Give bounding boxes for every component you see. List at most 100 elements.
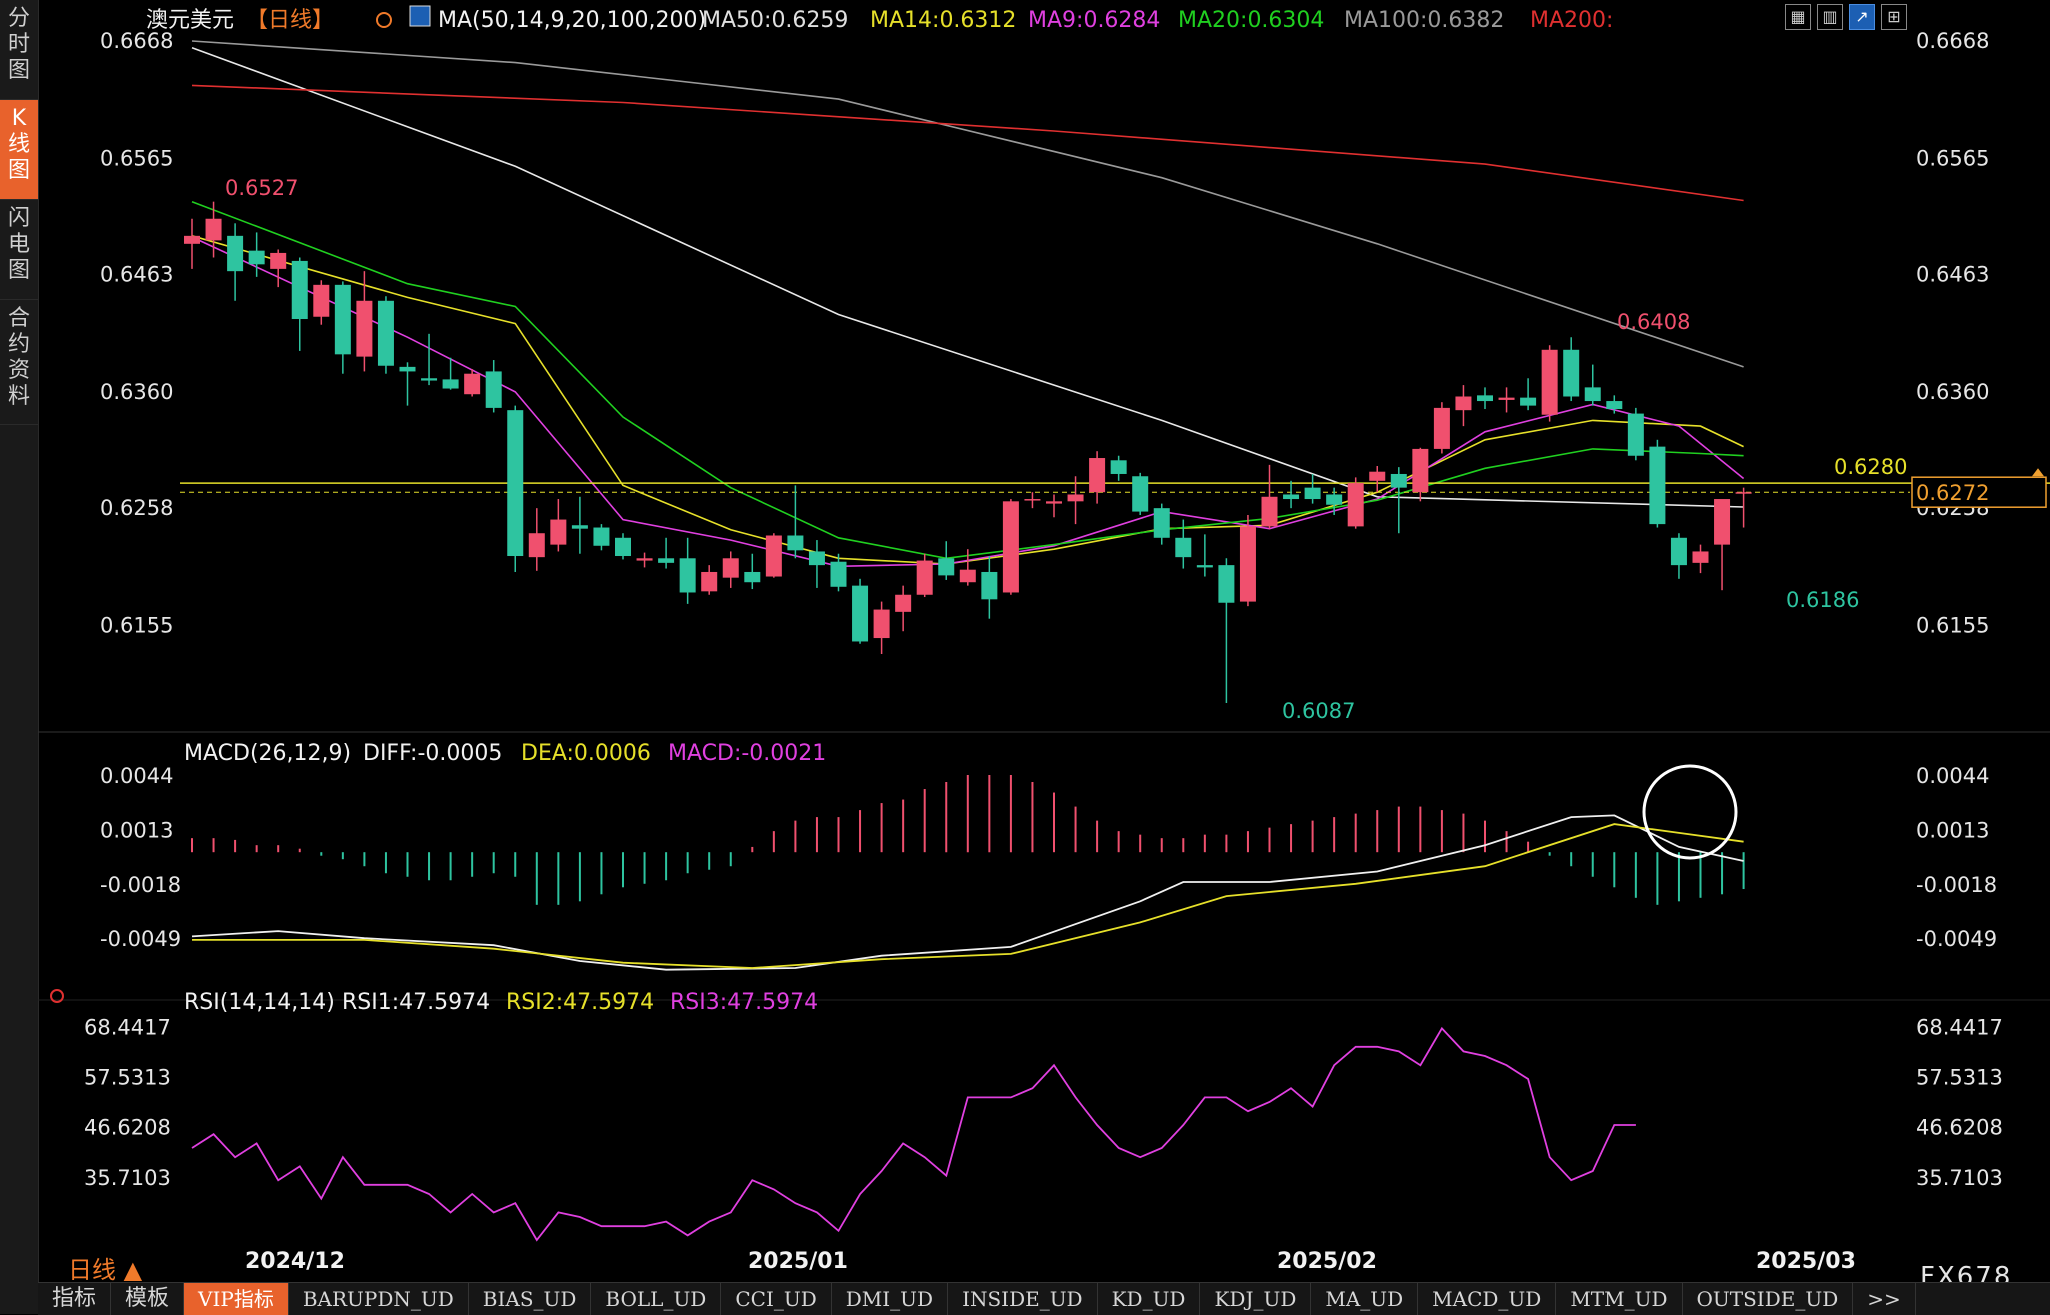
macd-diff-line xyxy=(191,814,1744,971)
line-icon[interactable]: ↗ xyxy=(1849,4,1875,30)
low-annotation-2: 0.6186 xyxy=(1786,588,1859,612)
indicator-tab-2[interactable]: VIP指标 xyxy=(184,1283,289,1315)
period-label[interactable]: 日线 ▲ xyxy=(68,1256,143,1284)
indicator-tab-8[interactable]: INSIDE_UD xyxy=(948,1283,1098,1315)
date-label: 2025/02 xyxy=(1277,1249,1377,1274)
candle-body xyxy=(1369,471,1386,481)
candle-body xyxy=(334,284,351,355)
candle-body xyxy=(1670,537,1687,566)
candle-body xyxy=(1326,494,1343,505)
price-tick-right: 0.6463 xyxy=(1916,263,1989,287)
current-price-marker xyxy=(2032,468,2044,477)
indicator-tab-15[interactable]: >> xyxy=(1853,1283,1916,1315)
price-tick-left: 0.6155 xyxy=(100,614,173,638)
indicator-tab-7[interactable]: DMI_UD xyxy=(832,1283,949,1315)
price-tick-right: 0.6668 xyxy=(1916,29,1989,53)
chart-icon[interactable]: ▥ xyxy=(1817,4,1843,30)
low-annotation-1: 0.6087 xyxy=(1282,699,1355,723)
candle-body xyxy=(464,373,481,395)
macd-dea-line xyxy=(192,823,1744,969)
candle-body xyxy=(895,594,912,612)
tab-timeshare[interactable]: 分时图 xyxy=(0,0,38,100)
current-price-box xyxy=(1911,476,2047,508)
symbol-title: 澳元美元 xyxy=(146,8,234,33)
indicator-tab-13[interactable]: MTM_UD xyxy=(1556,1283,1683,1315)
macd-diff: DIFF:-0.0005 xyxy=(363,741,502,766)
rsi-tick-right: 35.7103 xyxy=(1916,1166,2003,1190)
candle-body xyxy=(442,379,459,389)
candle-body xyxy=(227,235,244,272)
price-tick-left: 0.6360 xyxy=(100,380,173,404)
ma-value-3: MA20:0.6304 xyxy=(1178,8,1324,33)
candle-body xyxy=(485,371,502,408)
candle-body xyxy=(205,218,222,241)
rsi-tick-left: 57.5313 xyxy=(84,1066,171,1090)
date-label: 2025/03 xyxy=(1756,1249,1856,1274)
candle-body xyxy=(873,609,890,639)
indicator-tab-1[interactable]: 模板 xyxy=(111,1283,185,1315)
candle-body xyxy=(615,537,631,557)
price-tick-left: 0.6668 xyxy=(100,29,173,53)
rsi-params: RSI(14,14,14) xyxy=(184,990,335,1015)
grid-icon[interactable]: ▦ xyxy=(1785,4,1811,30)
indicator-tab-4[interactable]: BIAS_UD xyxy=(469,1283,592,1315)
ma-value-5: MA200: xyxy=(1530,8,1613,33)
indicator-tab-3[interactable]: BARUPDN_UD xyxy=(289,1283,469,1315)
current-price-label: 0.6272 xyxy=(1916,481,1989,505)
candle-body xyxy=(765,535,782,577)
ma-indicator-icon xyxy=(409,5,431,27)
indicator-tab-9[interactable]: KD_UD xyxy=(1098,1283,1201,1315)
candle-body xyxy=(658,558,675,563)
candle-body xyxy=(507,410,524,557)
rsi-tick-left: 35.7103 xyxy=(84,1166,171,1190)
candle-body xyxy=(1477,395,1493,402)
candle-body xyxy=(1627,413,1644,456)
candle-body xyxy=(1089,458,1106,493)
candle-body xyxy=(722,558,739,578)
rsi3-value: RSI3:47.5974 xyxy=(670,990,818,1015)
price-tick-left: 0.6565 xyxy=(100,146,173,170)
candle-body xyxy=(1218,565,1235,603)
price-tick-right: 0.6360 xyxy=(1916,380,1989,404)
candle-body xyxy=(830,561,847,587)
candle-body xyxy=(571,525,588,529)
candle-body xyxy=(1347,483,1364,527)
candle-body xyxy=(787,535,804,551)
candle-body xyxy=(916,560,933,595)
crosshair-icon[interactable]: ⊞ xyxy=(1881,4,1907,30)
indicator-tab-0[interactable]: 指标 xyxy=(38,1283,112,1315)
candle-body xyxy=(938,558,955,576)
tab-contract-info[interactable]: 合约资料 xyxy=(0,300,38,425)
indicator-tab-14[interactable]: OUTSIDE_UD xyxy=(1683,1283,1854,1315)
candle-body xyxy=(1304,487,1321,500)
high-annotation-2: 0.6408 xyxy=(1617,310,1690,334)
rsi1-value: RSI1:47.5974 xyxy=(342,990,490,1015)
candle-body xyxy=(313,284,330,317)
candle-body xyxy=(1046,501,1062,504)
rsi-line xyxy=(191,1026,1636,1242)
rsi-tick-right: 46.6208 xyxy=(1916,1116,2003,1140)
candle-body xyxy=(1584,387,1601,402)
period-tag: 【日线】 xyxy=(246,8,334,33)
indicator-tab-6[interactable]: CCI_UD xyxy=(721,1283,832,1315)
indicator-tab-12[interactable]: MACD_UD xyxy=(1418,1283,1557,1315)
candle-body xyxy=(1067,494,1084,502)
macd-tick-left: 0.0044 xyxy=(100,764,173,788)
candle-body xyxy=(1412,448,1429,493)
macd-tick-left: -0.0018 xyxy=(100,873,181,897)
indicator-tab-11[interactable]: MA_UD xyxy=(1311,1283,1419,1315)
ma-line-ma9 xyxy=(191,236,1745,568)
ma-value-4: MA100:0.6382 xyxy=(1344,8,1504,33)
indicator-tab-10[interactable]: KDJ_UD xyxy=(1200,1283,1312,1315)
indicator-tab-5[interactable]: BOLL_UD xyxy=(591,1283,722,1315)
tab-lightning[interactable]: 闪电图 xyxy=(0,200,38,300)
candle-body xyxy=(744,571,761,583)
candle-body xyxy=(1283,494,1300,500)
price-tick-right: 0.6565 xyxy=(1916,146,1989,170)
candle-body xyxy=(1520,397,1537,406)
candle-body xyxy=(593,527,610,546)
candle-body xyxy=(1498,397,1515,400)
candle-body xyxy=(1714,499,1731,545)
